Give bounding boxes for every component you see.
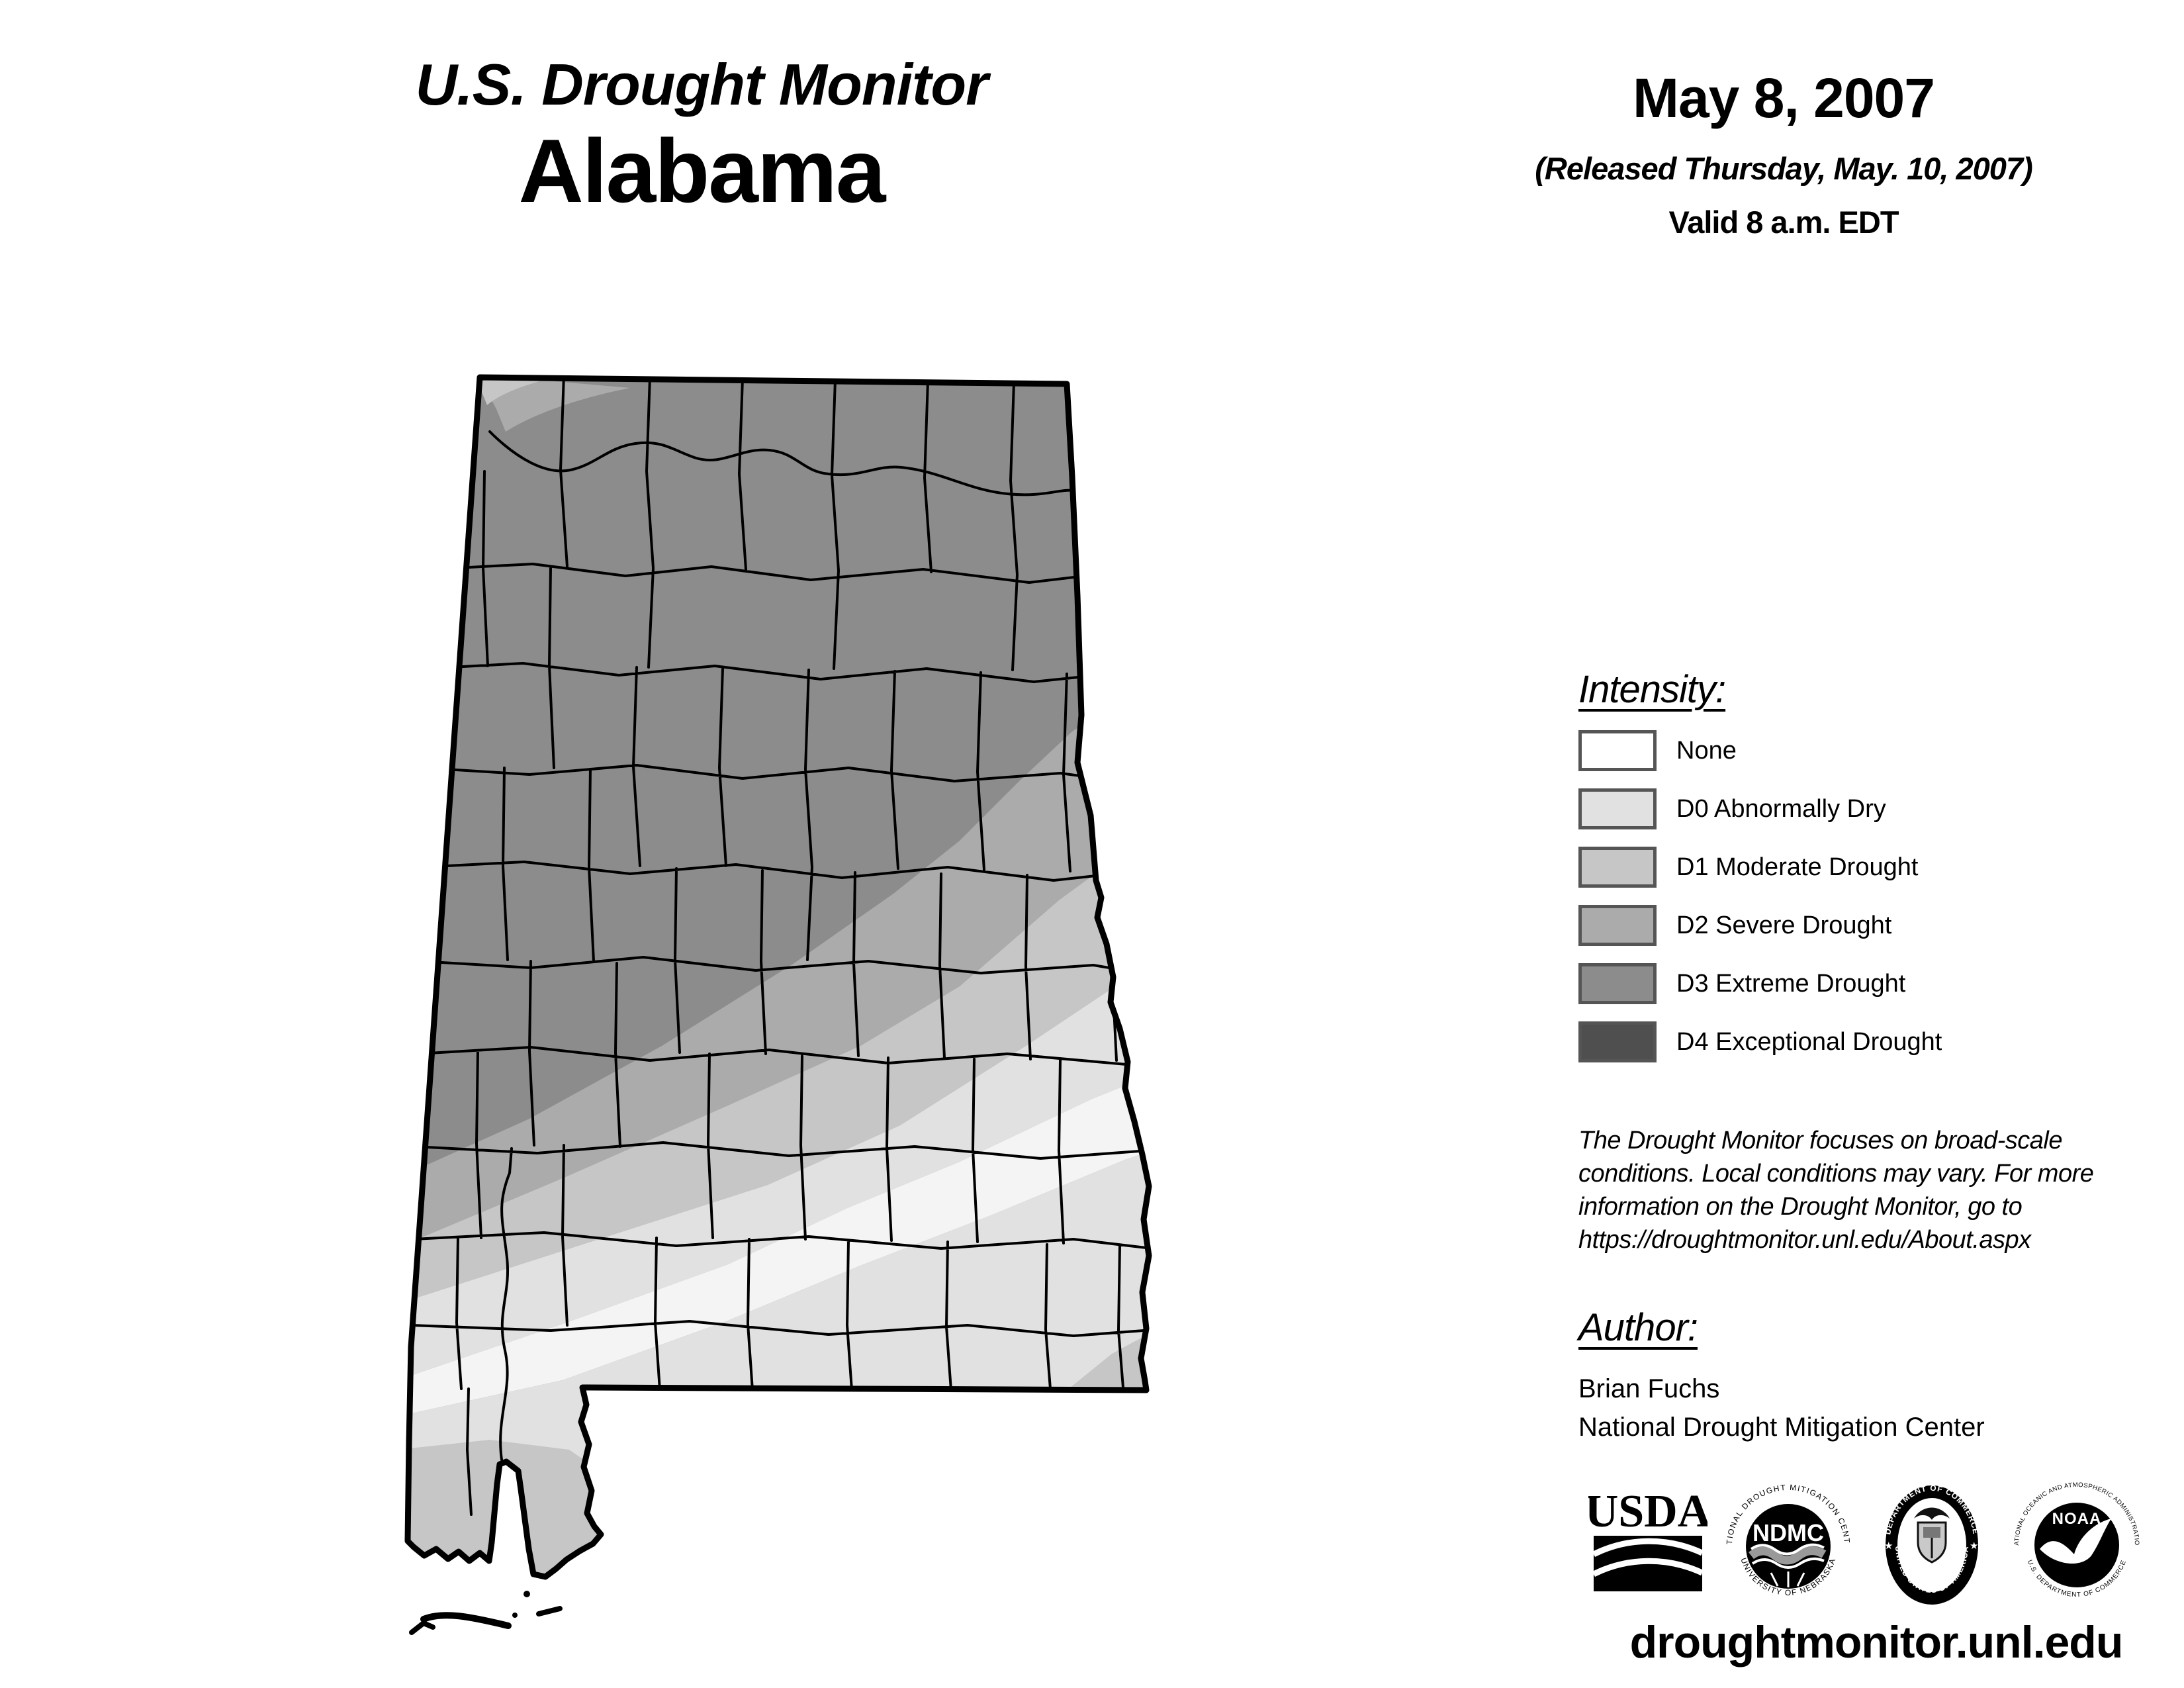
legend-row-d4: D4 Exceptional Drought <box>1578 1021 2161 1062</box>
coastal-islands <box>409 1591 563 1635</box>
drought-band-d1 <box>408 791 1149 1304</box>
legend-label: D4 Exceptional Drought <box>1676 1027 1942 1056</box>
alabama-map <box>397 357 1224 1648</box>
ndmc-logo-icon: NDMC NATIONAL DROUGHT MITIGATION CENTER … <box>1723 1480 1850 1597</box>
legend-row-d3: D3 Extreme Drought <box>1578 963 2161 1004</box>
legend-swatch-d4 <box>1578 1021 1657 1062</box>
legend-heading: Intensity: <box>1578 668 1726 711</box>
disclaimer-line: conditions. Local conditions may vary. F… <box>1578 1160 2094 1188</box>
legend-rows: None D0 Abnormally Dry D1 Moderate Droug… <box>1578 730 2161 1062</box>
noaa-logo-icon: NOAA NATIONAL OCEANIC AND ATMOSPHERIC AD… <box>2011 1480 2140 1599</box>
legend-row-d0: D0 Abnormally Dry <box>1578 788 2161 829</box>
author-org: National Drought Mitigation Center <box>1578 1413 1985 1442</box>
legend-label: D1 Moderate Drought <box>1676 853 1919 881</box>
drought-region-nw-d1 <box>478 377 539 405</box>
legend-label: None <box>1676 736 1737 765</box>
logos-row: USDA NDMC NATIONAL DROUGHT MITIGATION CE… <box>1588 1480 2177 1610</box>
footer-url: droughtmonitor.unl.edu <box>1629 1617 2124 1667</box>
legend-swatch-none <box>1578 730 1657 771</box>
usda-label: USDA <box>1588 1486 1707 1537</box>
legend-row-none: None <box>1578 730 2161 771</box>
legend-label: D2 Severe Drought <box>1676 911 1892 939</box>
noaa-label: NOAA <box>2052 1510 2102 1528</box>
drought-band-none <box>408 1046 1149 1417</box>
author-name: Brian Fuchs <box>1578 1374 1720 1403</box>
disclaimer-line: information on the Drought Monitor, go t… <box>1578 1193 2023 1221</box>
region-title: Alabama <box>518 120 886 222</box>
ndmc-label: NDMC <box>1752 1519 1824 1546</box>
county-boundaries <box>410 377 1149 1516</box>
header-left: U.S. Drought Monitor Alabama <box>285 54 1118 216</box>
legend-swatch-d2 <box>1578 905 1657 946</box>
legend-label: D0 Abnormally Dry <box>1676 794 1886 823</box>
page-title: U.S. Drought Monitor <box>415 52 989 117</box>
legend-row-d2: D2 Severe Drought <box>1578 905 2161 946</box>
drought-band-d2 <box>408 642 1149 1248</box>
legend: Intensity: None D0 Abnormally Dry D1 Mod… <box>1578 667 2161 1080</box>
valid-note: Valid 8 a.m. EDT <box>1668 205 1899 240</box>
legend-swatch-d0 <box>1578 788 1657 829</box>
legend-swatch-d1 <box>1578 847 1657 888</box>
disclaimer: The Drought Monitor focuses on broad-sca… <box>1578 1124 2174 1256</box>
drought-band-d1-coastal <box>408 1440 708 1577</box>
author-heading: Author: <box>1578 1306 1698 1349</box>
doc-star-left: ★ <box>1884 1540 1893 1552</box>
released-note: (Released Thursday, May. 10, 2007) <box>1535 151 2032 186</box>
drought-band-d0 <box>408 927 1149 1380</box>
legend-label: D3 Extreme Drought <box>1676 969 1906 998</box>
legend-row-d1: D1 Moderate Drought <box>1578 847 2161 888</box>
doc-star-right: ★ <box>1970 1540 1978 1552</box>
legend-swatch-d3 <box>1578 963 1657 1004</box>
map-date: May 8, 2007 <box>1632 67 1935 129</box>
commerce-seal-icon: ★ ★ DEPARTMENT OF COMMERCE UNITED STATES… <box>1883 1483 1980 1605</box>
header-right: May 8, 2007 (Released Thursday, May. 10,… <box>1456 66 2111 240</box>
usda-logo-icon: USDA <box>1588 1486 1707 1591</box>
disclaimer-line: https://droughtmonitor.unl.edu/About.asp… <box>1578 1226 2031 1254</box>
alabama-map-svg <box>397 357 1224 1635</box>
disclaimer-line: The Drought Monitor focuses on broad-sca… <box>1578 1127 2062 1154</box>
author-block: Author: Brian Fuchs National Drought Mit… <box>1578 1305 2174 1446</box>
drought-region-se-d1 <box>1059 1331 1149 1397</box>
